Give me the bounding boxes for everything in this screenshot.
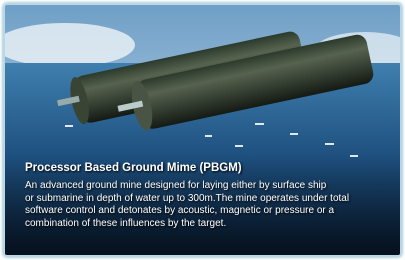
description-line: An advanced ground mine designed for lay… xyxy=(25,180,349,193)
description: An advanced ground mine designed for lay… xyxy=(25,180,349,230)
description-line: combination of these influences by the t… xyxy=(25,218,349,231)
title: Processor Based Ground Mime (PBGM) xyxy=(25,162,242,174)
description-line: or submarine in depth of water up to 300… xyxy=(25,193,349,206)
page: Processor Based Ground Mime (PBGM) An ad… xyxy=(0,0,405,260)
slide: Processor Based Ground Mime (PBGM) An ad… xyxy=(3,3,402,257)
description-line: software control and detonates by acoust… xyxy=(25,205,349,218)
